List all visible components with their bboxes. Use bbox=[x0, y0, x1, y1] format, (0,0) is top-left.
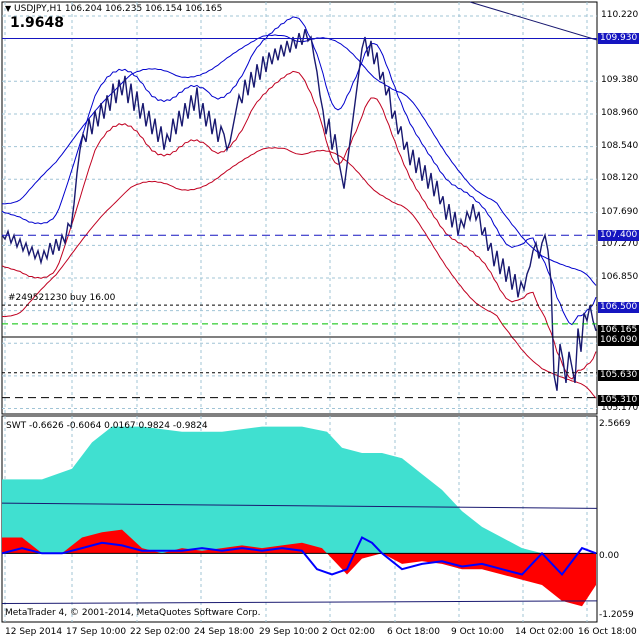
indicator-tick-zero: 0.00 bbox=[599, 551, 620, 561]
lower-band-line bbox=[1, 70, 597, 380]
time-axis-label: 9 Oct 10:00 bbox=[451, 627, 504, 637]
dropdown-arrow-icon[interactable]: ▼ bbox=[5, 4, 12, 13]
time-axis-label: 22 Sep 02:00 bbox=[130, 627, 191, 637]
trend-line bbox=[469, 1, 598, 41]
time-axis-label: 16 Oct 18:00 bbox=[578, 627, 637, 637]
trade-label: #249521230 buy 16.00 bbox=[8, 293, 116, 303]
current-price-tag: 106.165 bbox=[598, 325, 640, 336]
level-tag-107400: 107.400 bbox=[598, 230, 640, 241]
level-tag-105630: 105.630 bbox=[598, 370, 640, 381]
price-tick-label: 105.170 bbox=[601, 402, 639, 413]
time-axis-label: 14 Oct 02:00 bbox=[515, 627, 574, 637]
outer-lower-band-line bbox=[1, 147, 597, 399]
level-tag-105310: 105.310 bbox=[598, 395, 640, 406]
price-tick-label: 106.850 bbox=[601, 271, 639, 282]
time-axis-label: 29 Sep 10:00 bbox=[259, 627, 320, 637]
price-tick-label: 107.690 bbox=[601, 206, 639, 217]
indicator-title: SWT -0.6626 -0.6064 0.0167 0.9824 -0.982… bbox=[6, 421, 208, 431]
time-axis-label: 12 Sep 2014 bbox=[5, 627, 63, 637]
ohlc-values: 106.204 106.235 106.154 106.165 bbox=[64, 4, 223, 14]
time-axis-label: 17 Sep 10:00 bbox=[66, 627, 127, 637]
price-panel bbox=[1, 1, 598, 415]
price-tick-label: 110.220 bbox=[601, 9, 639, 20]
time-axis-label: 6 Oct 18:00 bbox=[387, 627, 440, 637]
price-line bbox=[1, 29, 597, 391]
swt-red-area bbox=[2, 529, 596, 607]
time-axis-label: 2 Oct 02:00 bbox=[322, 627, 375, 637]
price-tick-label: 109.380 bbox=[601, 75, 639, 86]
chart-header: ▼ USDJPY,H1 106.204 106.235 106.154 106.… bbox=[5, 4, 222, 14]
indicator-tick-bottom: -1.2059 bbox=[599, 610, 634, 620]
level-tag-109930: 109.930 bbox=[598, 33, 640, 44]
time-axis-label: 24 Sep 18:00 bbox=[194, 627, 255, 637]
big-value-label: 1.9648 bbox=[10, 15, 65, 31]
price-tick-label: 108.120 bbox=[601, 173, 639, 184]
swt-signal-line bbox=[1, 536, 597, 577]
swt-upper-line bbox=[1, 502, 598, 509]
upper-band-line bbox=[1, 16, 597, 326]
price-tick-label: 108.540 bbox=[601, 140, 639, 151]
swt-lower-line bbox=[1, 600, 598, 605]
indicator-tick-top: 2.5669 bbox=[599, 419, 631, 429]
copyright-text: MetaTrader 4, © 2001-2014, MetaQuotes So… bbox=[5, 608, 261, 618]
swt-cyan-area bbox=[2, 426, 596, 554]
price-tick-label: 107.270 bbox=[601, 239, 639, 250]
symbol-timeframe: USDJPY,H1 bbox=[14, 4, 62, 14]
level-tag-106090: 106.090 bbox=[598, 335, 640, 346]
price-tick-label: 108.960 bbox=[601, 107, 639, 118]
level-tag-106500: 106.500 bbox=[598, 302, 640, 313]
